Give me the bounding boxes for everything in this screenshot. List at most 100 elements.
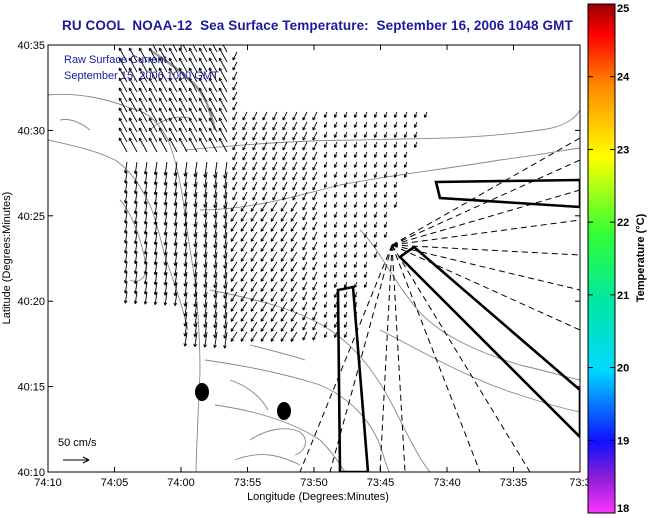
current-vector — [393, 191, 398, 198]
current-vector — [353, 111, 358, 118]
current-vector — [413, 111, 418, 118]
current-vector — [333, 181, 338, 188]
current-vector — [232, 131, 238, 141]
current-vector — [363, 171, 368, 178]
current-vector — [270, 241, 278, 252]
current-vector — [312, 151, 318, 161]
current-vector — [138, 127, 148, 143]
current-vector — [242, 131, 248, 141]
current-vector — [208, 77, 218, 93]
current-vector — [280, 241, 288, 252]
current-vector — [363, 261, 368, 268]
current-vector — [183, 331, 188, 347]
current-vector — [353, 231, 358, 238]
current-vector — [333, 291, 338, 298]
colorbar-label: Temperature (°C) — [635, 213, 647, 302]
current-vector — [363, 281, 368, 288]
current-vector — [363, 211, 368, 218]
current-vector — [270, 201, 278, 212]
current-vector — [133, 191, 138, 204]
current-vector — [128, 77, 138, 93]
map-layers — [48, 45, 580, 472]
current-vector — [230, 281, 238, 292]
current-vector — [312, 111, 318, 121]
current-vector — [373, 211, 378, 218]
current-vector — [312, 131, 318, 141]
colorbar-tick-label: 21 — [617, 290, 629, 302]
current-vector — [133, 161, 138, 174]
current-vector — [323, 111, 328, 118]
current-vector — [333, 311, 338, 318]
current-vector — [333, 241, 338, 248]
y-tick-label: 40:25 — [17, 211, 45, 223]
current-vector — [168, 107, 178, 123]
current-vector — [232, 141, 238, 151]
current-vector — [290, 331, 298, 342]
current-vector — [272, 141, 278, 151]
current-vector — [260, 201, 268, 212]
current-vector — [383, 211, 388, 218]
current-vector — [198, 127, 208, 143]
current-vector — [333, 151, 338, 158]
current-vector — [290, 221, 298, 232]
current-vector — [123, 221, 128, 234]
current-vector — [128, 47, 138, 63]
current-vector — [373, 111, 378, 118]
current-vector — [323, 171, 328, 178]
current-vector — [312, 311, 318, 321]
current-vector — [168, 117, 178, 133]
current-vector — [312, 291, 318, 301]
current-vector — [373, 191, 378, 198]
current-vector — [158, 117, 168, 133]
current-vector — [302, 131, 308, 141]
current-vector — [383, 161, 388, 168]
current-vector — [280, 291, 288, 302]
current-vector — [280, 201, 288, 212]
current-vector — [138, 57, 148, 73]
current-vector — [353, 211, 358, 218]
current-vector — [270, 211, 278, 222]
current-vector — [198, 107, 208, 123]
buoy-marker — [195, 383, 209, 401]
current-vector — [178, 127, 188, 143]
current-vector — [240, 311, 248, 322]
current-vector — [182, 45, 188, 53]
current-vector — [208, 67, 218, 83]
current-vector — [240, 281, 248, 292]
current-vector — [323, 121, 328, 128]
current-vector — [343, 311, 348, 318]
current-vector — [353, 151, 358, 158]
current-vector — [302, 151, 308, 161]
current-vector — [232, 181, 238, 191]
x-tick-label: 73:55 — [234, 477, 262, 489]
current-vector — [178, 67, 188, 83]
current-vector — [230, 221, 238, 232]
current-vector — [343, 151, 348, 158]
current-vector — [260, 271, 268, 282]
current-vector — [290, 251, 298, 262]
current-vector — [198, 117, 208, 133]
current-vector — [138, 67, 148, 83]
current-vector — [333, 331, 338, 338]
current-vector — [158, 127, 168, 143]
current-vector — [373, 141, 378, 148]
current-vector — [148, 87, 158, 103]
current-vector — [333, 261, 338, 268]
current-vector — [312, 161, 318, 171]
current-vector — [208, 137, 218, 153]
current-vector — [242, 121, 248, 131]
current-vector — [138, 47, 148, 63]
current-vector — [282, 111, 288, 121]
current-vector — [393, 151, 398, 158]
current-vector — [262, 131, 268, 141]
current-vector — [262, 111, 268, 121]
current-vector — [138, 77, 148, 93]
current-vector — [188, 127, 198, 143]
current-vector — [363, 231, 368, 238]
current-vector — [353, 191, 358, 198]
current-vector — [128, 137, 138, 153]
current-vector — [292, 121, 298, 131]
current-vector — [188, 87, 198, 103]
current-vector — [250, 321, 258, 332]
current-vector — [118, 117, 128, 133]
